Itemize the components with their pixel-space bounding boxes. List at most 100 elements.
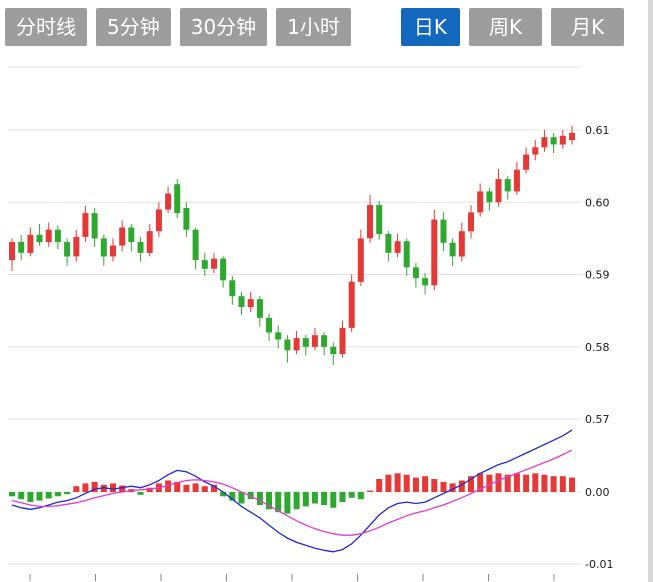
candle-body (385, 234, 392, 253)
candle-body (523, 154, 530, 170)
candle-body (27, 234, 34, 253)
y-axis-label: -0.01 (585, 558, 613, 571)
candle-body (36, 234, 43, 242)
candle-body (376, 205, 383, 234)
kline-chart[interactable]: 0.61 0.60 0.59 0.58 0.57 0.00 -0.01 (0, 54, 653, 582)
macd-bar (376, 479, 383, 492)
macd-bar (183, 484, 190, 492)
scrollbar[interactable] (648, 0, 653, 582)
macd-bar (559, 476, 566, 492)
candle-body (550, 137, 557, 145)
macd-bar (266, 492, 272, 510)
macd-bar (91, 481, 98, 492)
macd-bar (348, 492, 355, 498)
macd-bar (27, 492, 34, 503)
candle-body (64, 242, 71, 257)
macd-bar (486, 474, 493, 492)
dea-line (11, 449, 573, 536)
candle-body (82, 213, 89, 237)
tab-timeline[interactable]: 分时线 (5, 8, 87, 46)
macd-bar (431, 479, 438, 492)
y-axis-label: 0.60 (585, 196, 610, 209)
candle-body (532, 147, 539, 155)
candle-body (468, 212, 474, 232)
candle-body (293, 338, 300, 351)
dif-line (11, 429, 573, 553)
y-axis-label: 0.57 (585, 413, 610, 426)
y-axis-label: 0.61 (585, 124, 610, 137)
y-axis-label: 0.59 (585, 269, 610, 282)
candle-body (321, 335, 328, 347)
macd-bar (275, 492, 282, 513)
candle-body (211, 258, 217, 269)
candle-body (422, 278, 429, 286)
macd-bar (330, 492, 337, 508)
timeframe-tabbar: 分时线 5分钟 30分钟 1小时 日K 周K 月K (0, 0, 653, 54)
candle-body (477, 191, 484, 213)
candle-body (73, 236, 80, 257)
candle-body (9, 242, 15, 261)
macd-bar (192, 483, 199, 492)
candle-body (440, 219, 447, 243)
y-axis-labels: 0.61 0.60 0.59 0.58 0.57 0.00 -0.01 (585, 124, 613, 571)
macd-bar (412, 477, 419, 492)
macd-bar (403, 474, 410, 492)
candle-body (339, 328, 346, 354)
macd-bar (440, 481, 447, 492)
candle-body (201, 260, 208, 269)
candle-body (192, 229, 199, 260)
candle-body (18, 242, 25, 253)
candle-body (458, 231, 465, 257)
tab-1hour[interactable]: 1小时 (276, 8, 351, 46)
candle-body (220, 258, 227, 281)
macd-bar (523, 474, 530, 492)
macd-bar (321, 492, 328, 505)
macd-bar (119, 485, 126, 492)
candle-body (155, 209, 162, 232)
y-axis-label: 0.00 (585, 486, 610, 499)
candle-body (54, 229, 61, 242)
macd-bar (311, 492, 318, 504)
candle-body (330, 346, 337, 354)
candle-body (569, 132, 575, 141)
macd-bar (211, 484, 217, 492)
macd-bar (532, 473, 539, 492)
candle-body (495, 179, 502, 203)
tab-weekly-k[interactable]: 周K (469, 8, 543, 46)
macd-bar (284, 492, 291, 514)
macd-bar (504, 474, 511, 492)
candle-body (403, 241, 410, 268)
chart-svg: 0.61 0.60 0.59 0.58 0.57 0.00 -0.01 (8, 66, 613, 581)
candle-body (275, 332, 282, 340)
candle-body (266, 317, 272, 333)
tab-monthly-k[interactable]: 月K (551, 8, 625, 46)
candle-body (486, 191, 493, 203)
candle-body (45, 229, 52, 242)
macd-bar (256, 492, 263, 505)
candle-body (256, 299, 263, 318)
macd-bar (458, 480, 465, 492)
tab-30min[interactable]: 30分钟 (179, 8, 268, 46)
candle-body (348, 281, 355, 328)
macd-bar (45, 492, 52, 499)
candle-body (146, 231, 153, 253)
macd-bar (302, 492, 309, 507)
macd-bar (36, 492, 43, 501)
tab-daily-k[interactable]: 日K (400, 8, 461, 46)
macd-bar (293, 492, 300, 510)
candle-body (229, 280, 236, 297)
candle-body (449, 242, 456, 257)
candle-body (431, 219, 438, 286)
candle-body (367, 205, 373, 239)
candle-body (504, 179, 511, 192)
y-axis-label: 0.58 (585, 341, 610, 354)
macd-bar (495, 473, 502, 492)
tab-5min[interactable]: 5分钟 (96, 8, 171, 46)
macd-bar (449, 483, 456, 492)
macd-bar (18, 492, 25, 500)
candle-body (137, 242, 144, 253)
candle-body (559, 135, 566, 145)
candles-layer (9, 125, 575, 365)
macd-bar (238, 492, 245, 504)
